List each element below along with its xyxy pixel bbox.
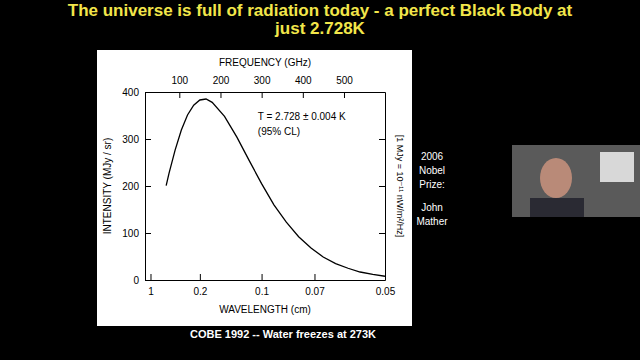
tick-mark	[262, 92, 263, 98]
tick-label: 0.1	[255, 286, 269, 297]
x-axis: 1 0.2 0.1 0.07 0.05	[146, 274, 396, 297]
tick-label: 400	[295, 75, 312, 86]
tick-mark	[314, 274, 315, 280]
tick-mark	[303, 92, 304, 98]
side-note: Nobel	[419, 165, 445, 176]
tick	[379, 92, 385, 93]
y-axis: 0 100 200 300 400	[122, 87, 151, 286]
tick-label: 100	[122, 228, 139, 239]
slide: The universe is full of radiation today …	[0, 0, 640, 360]
caption: COBE 1992 -- Water freezes at 273K	[190, 328, 376, 340]
tick: 100	[122, 228, 151, 239]
tick: 500	[336, 75, 353, 98]
video-person	[540, 158, 572, 198]
background	[0, 0, 640, 360]
tick-mark	[379, 92, 385, 93]
tick-label: 300	[122, 134, 139, 145]
chart-panel	[97, 50, 412, 326]
tick: 400	[122, 87, 151, 98]
tick-mark	[379, 280, 385, 281]
tick-label: 300	[254, 75, 271, 86]
y-axis-right	[379, 93, 386, 281]
tick	[379, 186, 385, 187]
tick-mark	[220, 92, 221, 98]
tick-label: 400	[122, 87, 139, 98]
tick	[379, 233, 385, 234]
y2-axis-title: [1 MJy = 10⁻¹¹ nW/m²/Hz]	[395, 135, 405, 238]
axis-line	[146, 280, 386, 281]
annotation: (95% CL)	[258, 126, 300, 137]
side-note: Mather	[416, 216, 448, 227]
x2-axis: 100 200 300 400 500	[146, 75, 386, 98]
spectrum-line	[166, 99, 385, 276]
tick-mark	[145, 233, 151, 234]
tick-mark	[262, 274, 263, 280]
tick-label: 200	[122, 181, 139, 192]
tick: 200	[213, 75, 230, 98]
tick-mark	[145, 92, 151, 93]
tick-mark	[379, 139, 385, 140]
tick-label: 0.05	[376, 286, 396, 297]
tick-label: 0.07	[305, 286, 325, 297]
tick	[379, 139, 385, 140]
tick-mark	[344, 92, 345, 98]
tick-mark	[379, 233, 385, 234]
axis-line	[385, 93, 386, 281]
annotation: T = 2.728 ± 0.004 K	[258, 111, 346, 122]
plot-area	[166, 99, 385, 276]
y-axis-title: INTENSITY (MJy / sr)	[102, 138, 113, 234]
tick-mark	[145, 139, 151, 140]
tick-label: 1	[148, 286, 154, 297]
tick: 0	[133, 275, 151, 286]
title-line: just 2.728K	[274, 19, 365, 38]
tick-mark	[379, 186, 385, 187]
tick-label: 200	[213, 75, 230, 86]
tick: 300	[254, 75, 271, 98]
x2-axis-title: FREQUENCY (GHz)	[219, 57, 311, 68]
tick-label: 100	[171, 75, 188, 86]
x-axis-title: WAVELENGTH (cm)	[219, 304, 311, 315]
tick-label: 500	[336, 75, 353, 86]
tick-mark	[150, 274, 151, 280]
tick: 0.1	[255, 274, 269, 297]
side-note: John	[421, 202, 443, 213]
video-window	[600, 152, 634, 182]
tick: 400	[295, 75, 312, 98]
tick: 300	[122, 134, 151, 145]
axis-line	[146, 92, 386, 93]
tick: 100	[171, 75, 188, 98]
video-person-body	[530, 198, 584, 217]
tick-mark	[145, 186, 151, 187]
tick-mark	[145, 280, 151, 281]
tick-mark	[179, 92, 180, 98]
side-note: 2006	[421, 151, 444, 162]
title: The universe is full of radiation today …	[68, 1, 573, 38]
tick-mark	[200, 274, 201, 280]
video-frame	[512, 145, 640, 217]
tick: 0.07	[305, 274, 325, 297]
tick: 200	[122, 181, 151, 192]
tick: 0.2	[193, 274, 207, 297]
tick	[379, 280, 385, 281]
title-line: The universe is full of radiation today …	[68, 1, 573, 20]
tick: 1	[148, 274, 154, 297]
tick-label: 0	[133, 275, 139, 286]
side-note: Prize:	[419, 179, 445, 190]
tick-label: 0.2	[193, 286, 207, 297]
